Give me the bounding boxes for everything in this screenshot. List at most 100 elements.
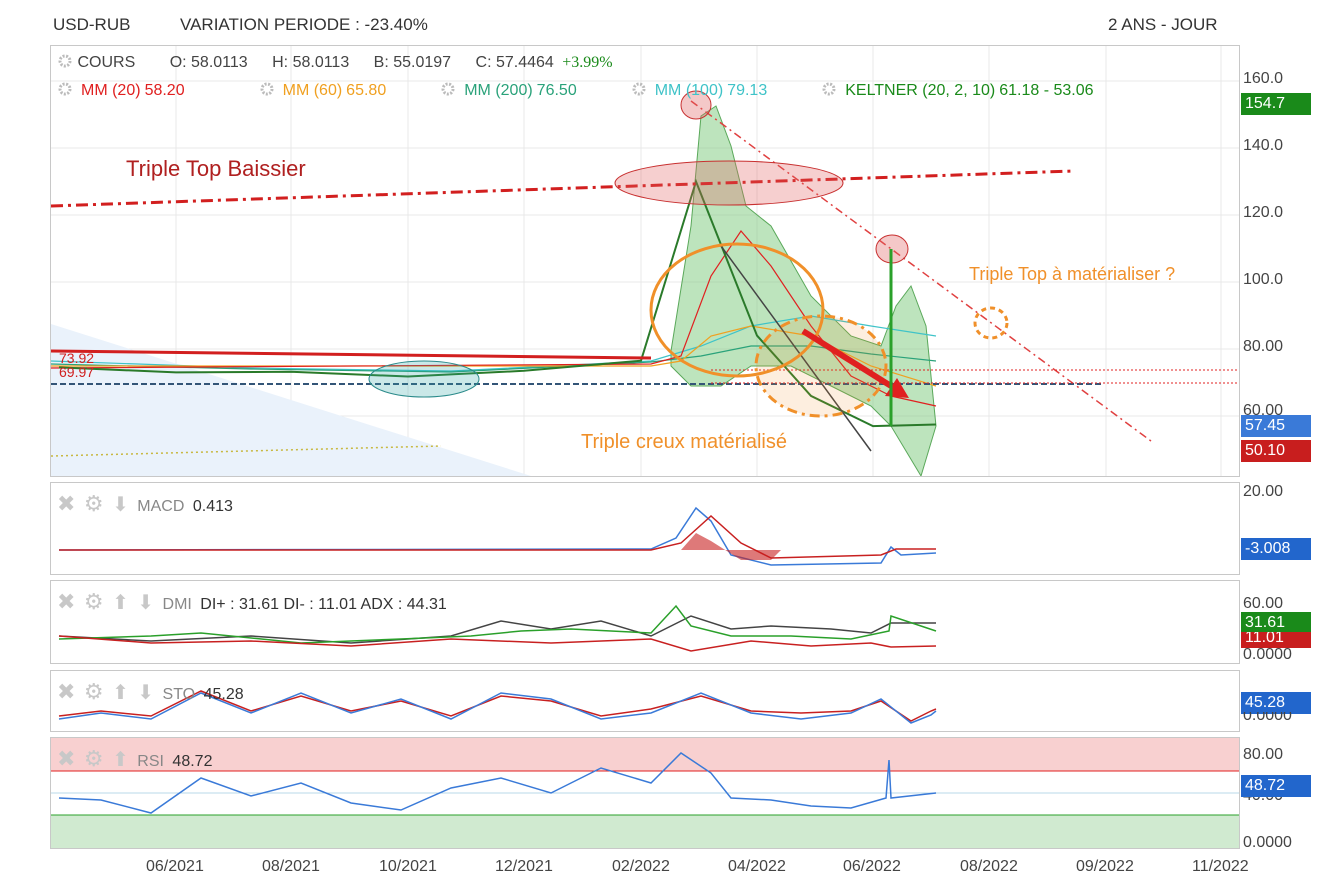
sto-label: STO bbox=[162, 686, 196, 703]
high-badge: 154.7 bbox=[1241, 93, 1311, 115]
cours-label: COURS bbox=[77, 54, 136, 71]
ma-indicator: MM (100) 79.13 bbox=[631, 82, 772, 99]
rsi-tick-0: 0.0000 bbox=[1243, 834, 1292, 848]
dmi-label: DMI bbox=[162, 596, 192, 613]
arrow-down-icon[interactable]: ⬇ bbox=[137, 682, 155, 704]
x-tick: 04/2022 bbox=[728, 858, 786, 875]
rsi-svg bbox=[51, 738, 1239, 848]
gear-icon[interactable] bbox=[440, 81, 456, 97]
sto-panel: ✖ ⚙ ⬆ ⬇ STO 45.28 bbox=[50, 670, 1240, 732]
x-tick: 08/2022 bbox=[960, 858, 1018, 875]
rsi-header: ✖ ⚙ ⬆ RSI 48.72 bbox=[57, 746, 216, 772]
ma-label: MM (200) bbox=[464, 82, 533, 99]
background-shape bbox=[51, 324, 531, 476]
gear-icon[interactable]: ⚙ bbox=[83, 679, 104, 704]
price-panel: COURS O: 58.0113 H: 58.0113 B: 55.0197 C… bbox=[50, 45, 1240, 477]
macd-signal-line bbox=[59, 514, 936, 559]
gear-icon[interactable] bbox=[821, 81, 837, 97]
low-value: B: 55.0197 bbox=[373, 54, 452, 71]
low-badge: 50.10 bbox=[1241, 440, 1311, 462]
ma-indicator: MM (60) 65.80 bbox=[259, 82, 391, 99]
dmi-header: ✖ ⚙ ⬆ ⬇ DMI DI+ : 31.61 DI- : 11.01 ADX … bbox=[57, 589, 451, 615]
keltner-band bbox=[670, 105, 937, 476]
rsi-oversold-zone bbox=[51, 815, 1239, 848]
rsi-line bbox=[58, 752, 937, 814]
x-tick: 11/2022 bbox=[1192, 858, 1249, 875]
close-icon[interactable]: ✖ bbox=[57, 746, 76, 771]
gear-icon[interactable] bbox=[259, 81, 275, 97]
black-trend-line bbox=[720, 245, 872, 452]
red-trend-line bbox=[51, 349, 652, 360]
x-tick: 12/2021 bbox=[495, 858, 553, 875]
triple-bottom-ellipse bbox=[754, 314, 888, 418]
arrow-up-icon[interactable]: ⬆ bbox=[112, 749, 129, 771]
price-chart-svg bbox=[51, 46, 1239, 476]
dmi-svg bbox=[58, 604, 937, 652]
peak-circle-1 bbox=[680, 90, 712, 120]
arrow-up-icon[interactable]: ⬆ bbox=[112, 682, 129, 704]
rsi-label: RSI bbox=[137, 753, 164, 770]
ma200-line bbox=[51, 345, 937, 373]
gear-icon[interactable] bbox=[57, 53, 73, 69]
symbol-title: USD-RUB bbox=[53, 15, 131, 34]
rsi-tick-80: 80.00 bbox=[1243, 746, 1284, 763]
ma-row: MM (20) 58.20 MM (60) 65.80 MM (200) 76.50 MM … bbox=[57, 81, 1098, 100]
sto-header: ✖ ⚙ ⬆ ⬇ STO 45.28 bbox=[57, 679, 248, 705]
ma-label: MM (100) bbox=[654, 82, 724, 99]
rsi-badge: 48.72 bbox=[1241, 775, 1311, 797]
price-line bbox=[58, 178, 937, 428]
x-tick: 06/2021 bbox=[146, 858, 204, 875]
level-69-label: 69.97 bbox=[59, 364, 95, 380]
orange-ellipse bbox=[649, 242, 825, 378]
ma60-line bbox=[51, 325, 937, 387]
sto-badge: 45.28 bbox=[1241, 692, 1311, 714]
ma-label: MM (60) bbox=[282, 82, 343, 99]
dmi-tick-0: 0.0000 bbox=[1243, 646, 1292, 663]
ma-indicator: MM (20) 58.20 bbox=[57, 82, 189, 99]
macd-label: MACD bbox=[137, 498, 185, 515]
gear-icon[interactable]: ⚙ bbox=[83, 589, 104, 614]
close-icon[interactable]: ✖ bbox=[57, 491, 76, 516]
macd-tick: 20.00 bbox=[1243, 483, 1284, 500]
variation-label: VARIATION PERIODE : -23.40% bbox=[180, 15, 428, 34]
adx-line bbox=[58, 615, 936, 644]
macd-panel: ✖ ⚙ ⬇ MACD 0.413 bbox=[50, 482, 1240, 575]
teal-ellipse bbox=[368, 360, 480, 398]
ohlc-row: COURS O: 58.0113 H: 58.0113 B: 55.0197 C… bbox=[57, 53, 617, 72]
y-tick-80: 80.00 bbox=[1243, 338, 1284, 355]
y-tick-140: 140.0 bbox=[1243, 137, 1284, 154]
di-plus-line bbox=[58, 604, 937, 644]
gear-icon[interactable] bbox=[57, 81, 73, 97]
resistance-diagonal bbox=[690, 100, 1152, 442]
level-73-label: 73.92 bbox=[59, 350, 95, 366]
y-tick-60: 60.00 bbox=[1243, 402, 1284, 419]
sto-value: 45.28 bbox=[203, 686, 244, 703]
arrow-up-icon[interactable]: ⬆ bbox=[112, 592, 129, 614]
arrow-down-icon[interactable]: ⬇ bbox=[112, 494, 129, 516]
y-tick-100: 100.0 bbox=[1243, 271, 1284, 288]
gear-icon[interactable]: ⚙ bbox=[83, 746, 104, 771]
macd-value: 0.413 bbox=[192, 498, 233, 515]
macd-svg bbox=[58, 506, 937, 566]
sto-tick-0: 0.0000 bbox=[1243, 712, 1292, 724]
ma-value: 79.13 bbox=[727, 82, 768, 99]
x-tick: 02/2022 bbox=[612, 858, 670, 875]
ma-value: 61.18 - 53.06 bbox=[999, 82, 1094, 99]
triple-creux-label: Triple creux matérialisé bbox=[581, 431, 787, 453]
macd-histogram bbox=[681, 533, 781, 560]
close-value: C: 57.4464 bbox=[475, 54, 554, 71]
dmi-panel: ✖ ⚙ ⬆ ⬇ DMI DI+ : 31.61 DI- : 11.01 ADX … bbox=[50, 580, 1240, 664]
gear-icon[interactable]: ⚙ bbox=[83, 491, 104, 516]
gear-icon[interactable] bbox=[631, 81, 647, 97]
sto-svg bbox=[58, 690, 937, 724]
close-icon[interactable]: ✖ bbox=[57, 679, 76, 704]
change-value: +3.99% bbox=[562, 54, 613, 71]
ma-label: MM (20) bbox=[81, 82, 141, 99]
di-minus-badge: 11.01 bbox=[1241, 632, 1311, 648]
arrow-down-icon[interactable]: ⬇ bbox=[137, 592, 155, 614]
period-selector[interactable]: 2 ANS - JOUR bbox=[1108, 15, 1218, 34]
close-icon[interactable]: ✖ bbox=[57, 589, 76, 614]
ma-indicator: KELTNER (20, 2, 10) 61.18 - 53.06 bbox=[821, 82, 1097, 99]
macd-badge: -3.008 bbox=[1241, 538, 1311, 560]
x-tick: 09/2022 bbox=[1076, 858, 1134, 875]
